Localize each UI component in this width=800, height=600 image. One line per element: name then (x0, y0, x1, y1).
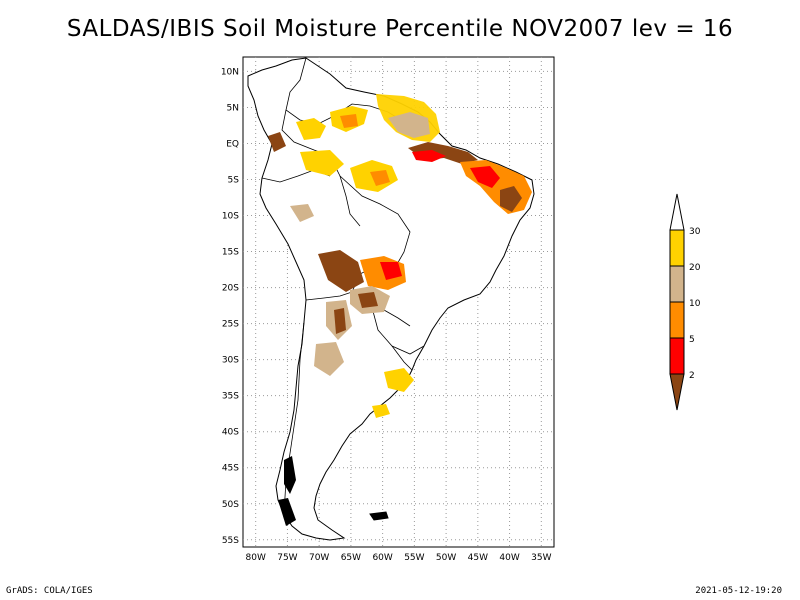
lon-tick-label: 65W (341, 553, 361, 563)
legend-band (669, 229, 685, 267)
lat-tick-label: 15S (222, 248, 239, 258)
patch-west-amazon (300, 150, 344, 176)
lat-tick-label: 10N (221, 67, 239, 77)
lat-tick-label: 5N (227, 103, 239, 113)
patch-venezuela-orange (340, 114, 358, 128)
patch-northeast-red (470, 166, 500, 188)
patch-paraguay-brown (358, 292, 378, 308)
legend-arrow-bottom (669, 373, 685, 411)
map-title: SALDAS/IBIS Soil Moisture Percentile NOV… (66, 16, 734, 42)
patch-chile-south-2 (278, 498, 296, 526)
lat-tick-label: 5S (228, 176, 240, 186)
map-frame (242, 56, 555, 548)
latitude-labels: 10N 5N EQ 5S 10S 15S 20S 25S 30S 35S 40S 45S 50S 55S (221, 67, 239, 545)
patch-bolivia-brown (318, 250, 364, 292)
lon-tick-label: 45W (468, 553, 488, 563)
legend-band (669, 265, 685, 303)
lat-tick-label: 10S (222, 212, 239, 222)
lat-tick-label: 55S (222, 536, 239, 546)
patch-guianas-tan (388, 112, 430, 138)
legend-arrow-top (669, 193, 685, 231)
lat-tick-label: 20S (222, 284, 239, 294)
lat-tick-label: 35S (222, 392, 239, 402)
falkland-islands (369, 511, 389, 521)
patch-chaco-brown (334, 308, 346, 334)
patch-patagonia (372, 404, 390, 418)
legend-label: 10 (689, 299, 701, 309)
lon-tick-label: 75W (277, 553, 297, 563)
lat-tick-label: 30S (222, 356, 239, 366)
patch-mato-grosso-red (380, 262, 402, 280)
lon-tick-label: 40W (499, 553, 519, 563)
legend-band (669, 301, 685, 339)
patch-ecuador-brown (268, 132, 286, 152)
legend-label: 30 (689, 227, 701, 237)
south-america-coastline (247, 57, 535, 541)
lat-tick-label: 50S (222, 500, 239, 510)
legend-label: 20 (689, 263, 701, 273)
lat-tick-label: 45S (222, 464, 239, 474)
legend-band (669, 337, 685, 375)
soil-moisture-shading (268, 94, 532, 526)
legend-label: 5 (689, 335, 695, 345)
lon-tick-label: 80W (246, 553, 266, 563)
patch-pampas (314, 342, 344, 376)
lon-tick-label: 60W (372, 553, 392, 563)
longitude-labels: 80W 75W 70W 65W 60W 55W 50W 45W 40W 35W (246, 553, 552, 563)
patch-uruguay (384, 368, 414, 392)
lat-tick-label: EQ (226, 139, 239, 149)
patch-chile-south (284, 456, 296, 494)
lat-tick-label: 40S (222, 428, 239, 438)
lon-tick-label: 50W (436, 553, 456, 563)
lon-tick-label: 70W (309, 553, 329, 563)
patch-colombia (296, 118, 326, 140)
patch-peru (290, 204, 314, 222)
lon-tick-label: 35W (531, 553, 551, 563)
patch-amazon-red (412, 150, 446, 162)
footer-timestamp: 2021-05-12-19:20 (695, 586, 782, 596)
lon-tick-label: 55W (404, 553, 424, 563)
patch-northeast-brown (500, 186, 522, 212)
lat-tick-label: 25S (222, 320, 239, 330)
patch-central-amazon-orange (370, 170, 390, 186)
legend-label: 2 (689, 371, 695, 381)
footer-credit: GrADS: COLA/IGES (6, 586, 93, 596)
